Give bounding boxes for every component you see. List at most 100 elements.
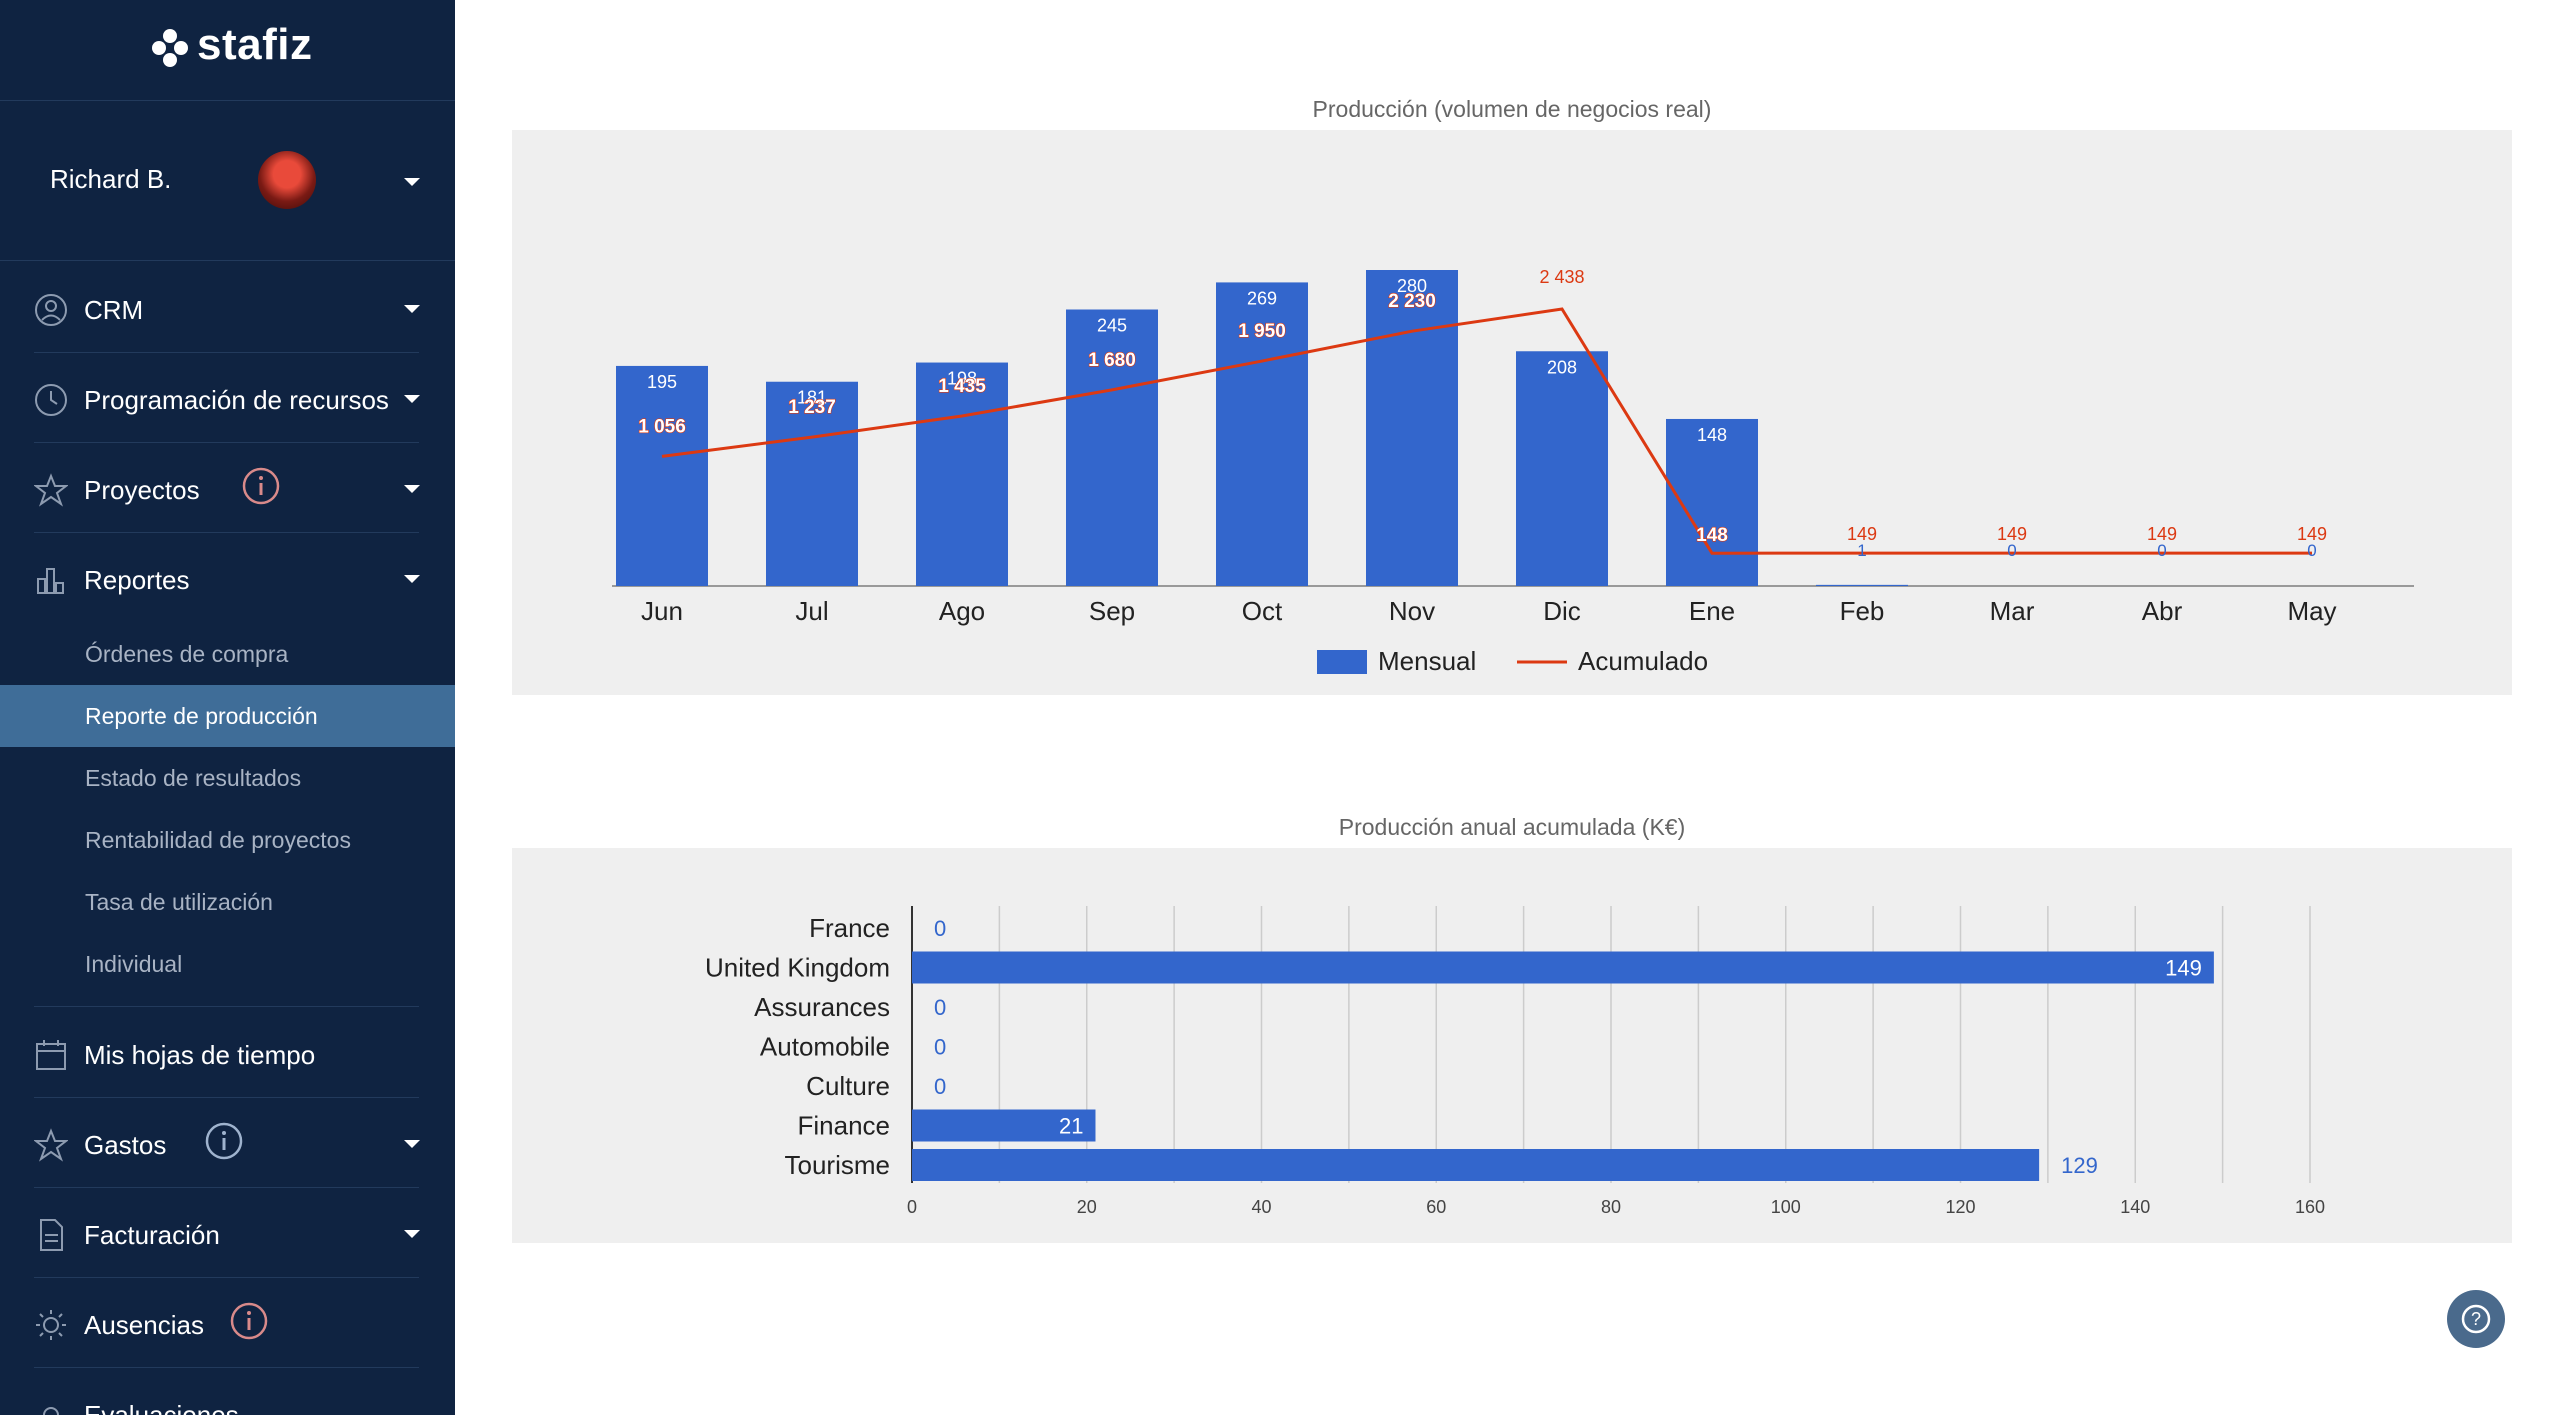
submenu-item-purchase-orders[interactable]: Órdenes de compra: [0, 623, 455, 685]
help-button[interactable]: ?: [2447, 1290, 2505, 1348]
chevron-down-icon: [404, 395, 420, 403]
info-icon[interactable]: [230, 1302, 268, 1340]
chart-title-production: Producción (volumen de negocios real): [1312, 96, 1712, 122]
nav-label-reports: Reportes: [84, 565, 190, 595]
y-tick-label: Culture: [806, 1071, 890, 1101]
info-icon[interactable]: [205, 1122, 243, 1160]
nav-item-expenses[interactable]: Gastos: [0, 1100, 455, 1188]
nav-item-resources[interactable]: Programación de recursos: [0, 355, 455, 443]
submenu-item-production-report[interactable]: Reporte de producción: [0, 685, 455, 747]
line-data-label: 2 438: [1539, 267, 1584, 287]
brand-name: stafiz: [197, 20, 313, 69]
x-tick-label: 160: [2295, 1197, 2325, 1217]
svg-text:?: ?: [2471, 1309, 2481, 1329]
bar-data-label: 0: [934, 1074, 946, 1099]
clock-icon: [35, 384, 67, 416]
submenu-label: Estado de resultados: [85, 765, 302, 791]
line-data-label: 1 435: [938, 376, 986, 397]
x-tick-label: Jun: [641, 596, 683, 626]
sun-icon: [36, 1310, 66, 1340]
submenu-item-project-profitability[interactable]: Rentabilidad de proyectos: [0, 809, 455, 871]
submenu-label: Rentabilidad de proyectos: [85, 827, 351, 853]
bar-united-kingdom: [912, 951, 2214, 984]
bar-sep: [1066, 309, 1158, 586]
nav-item-reports[interactable]: Reportes: [0, 535, 455, 623]
bar-data-label: 0: [2007, 541, 2016, 560]
y-tick-label: France: [809, 913, 890, 943]
x-tick-label: May: [2287, 596, 2336, 626]
line-data-label: 149: [1847, 524, 1877, 544]
line-data-label: 1 056: [638, 416, 686, 437]
nav-label-expenses: Gastos: [84, 1130, 167, 1160]
chart-title-annual: Producción anual acumulada (K€): [1338, 814, 1686, 840]
info-icon[interactable]: [242, 467, 280, 505]
nav-item-billing[interactable]: Facturación: [0, 1190, 455, 1278]
legend-swatch-mensual: [1317, 650, 1367, 674]
y-tick-label: Tourisme: [785, 1150, 890, 1180]
chevron-down-icon: [404, 178, 420, 186]
x-tick-label: Feb: [1840, 596, 1885, 626]
y-tick-label: United Kingdom: [705, 953, 890, 983]
bar-tourisme: [912, 1149, 2040, 1181]
bar-data-label: 195: [647, 372, 677, 392]
bar-data-label: 148: [1697, 425, 1727, 445]
nav-label-crm: CRM: [84, 295, 144, 325]
chevron-down-icon: [404, 575, 420, 583]
legend-label-mensual: Mensual: [1378, 646, 1476, 676]
chevron-down-icon: [404, 485, 420, 493]
legend-label-acumulado: Acumulado: [1578, 646, 1708, 676]
user-menu[interactable]: Richard B.: [0, 100, 455, 261]
line-data-label: 148: [1696, 525, 1728, 546]
nav-item-evaluations[interactable]: Evaluaciones: [0, 1370, 455, 1415]
x-tick-label: Ene: [1689, 596, 1735, 626]
x-tick-label: 0: [907, 1197, 917, 1217]
nav-item-crm[interactable]: CRM: [0, 265, 455, 353]
nav-item-absences[interactable]: Ausencias: [0, 1280, 455, 1368]
bar-data-label: 280: [1397, 276, 1427, 296]
chevron-down-icon: [404, 1230, 420, 1238]
bar-dic: [1516, 351, 1608, 586]
nav-label-resources: Programación de recursos: [84, 385, 389, 415]
nav-label-projects: Proyectos: [84, 475, 200, 505]
submenu-item-individual[interactable]: Individual: [0, 933, 455, 995]
nav-label-absences: Ausencias: [84, 1310, 204, 1340]
nav-item-timesheets[interactable]: Mis hojas de tiempo: [0, 1010, 455, 1098]
bar-data-label: 245: [1097, 316, 1127, 336]
bar-data-label: 0: [2307, 541, 2316, 560]
x-tick-label: 40: [1251, 1197, 1271, 1217]
x-tick-label: Ago: [939, 596, 985, 626]
x-tick-label: 80: [1601, 1197, 1621, 1217]
bar-chart-icon: [37, 568, 64, 594]
nav-label-billing: Facturación: [84, 1220, 220, 1250]
line-data-label: 1 237: [788, 397, 836, 418]
annual-chart: 0 20 40 60 80 100 120 140 160 France 0 United Kingd…: [705, 906, 2325, 1217]
bar-data-label: 208: [1547, 357, 1577, 377]
submenu-label: Tasa de utilización: [85, 889, 273, 915]
nav-label-timesheets: Mis hojas de tiempo: [84, 1040, 316, 1070]
x-tick-label: Oct: [1242, 596, 1283, 626]
y-tick-label: Automobile: [760, 1032, 890, 1062]
sun-icon: [43, 1407, 59, 1415]
question-icon: ?: [2461, 1304, 2491, 1334]
user-circle-icon: [35, 294, 67, 326]
bar-data-label: 198: [947, 369, 977, 389]
x-tick-label: 60: [1426, 1197, 1446, 1217]
submenu-item-utilization-rate[interactable]: Tasa de utilización: [0, 871, 455, 933]
nav-item-projects[interactable]: Proyectos: [0, 445, 455, 533]
x-tick-label: Jul: [795, 596, 828, 626]
line-data-label: 149: [2297, 524, 2327, 544]
cumulative-line: [661, 307, 2312, 555]
bar-jun: [616, 365, 708, 586]
star-icon: [34, 1128, 68, 1162]
sidebar: stafiz Richard B. CRM Programación de re…: [0, 0, 455, 1415]
logo[interactable]: stafiz: [0, 0, 455, 101]
user-name: Richard B.: [50, 164, 172, 194]
star-icon: [34, 473, 68, 507]
bar-data-label: 129: [2061, 1153, 2098, 1178]
y-tick-label: Finance: [798, 1111, 891, 1141]
submenu-item-income-statement[interactable]: Estado de resultados: [0, 747, 455, 809]
line-data-label: 149: [1997, 524, 2027, 544]
calendar-icon: [36, 1040, 66, 1070]
y-tick-label: Assurances: [754, 992, 890, 1022]
x-tick-label: Nov: [1389, 596, 1435, 626]
